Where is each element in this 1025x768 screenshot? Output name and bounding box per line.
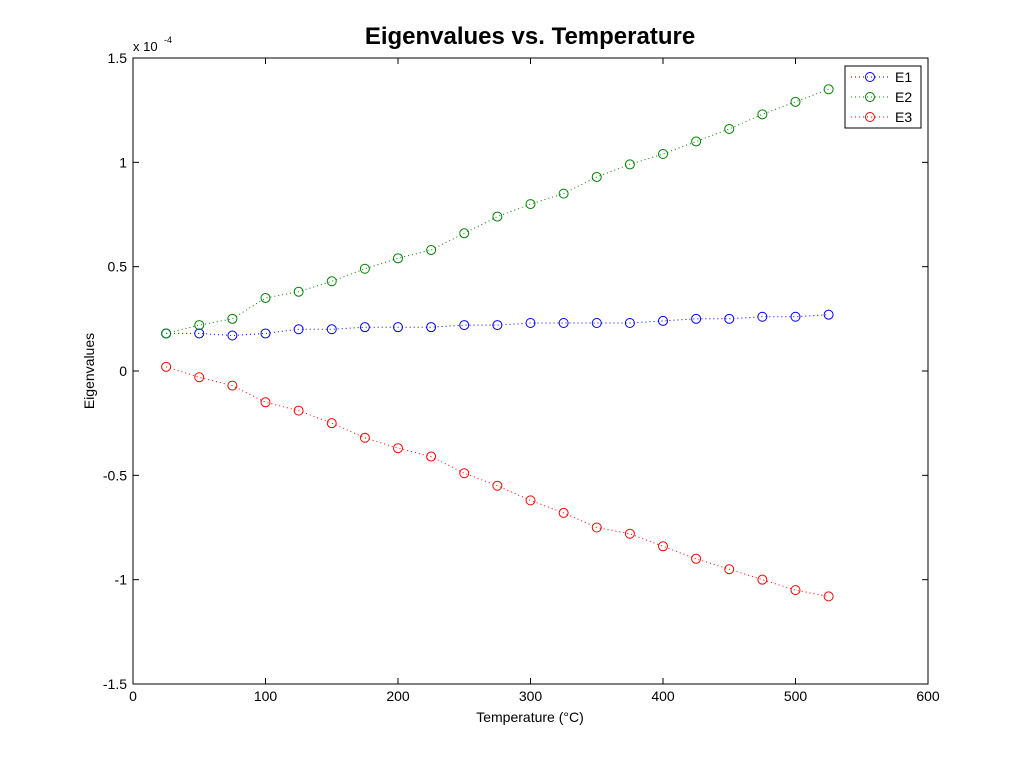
x-axis-label: Temperature (°C) [476, 709, 584, 725]
data-point [426, 322, 437, 333]
data-point [591, 522, 602, 533]
data-point [227, 313, 238, 324]
data-point [691, 553, 702, 564]
legend-marker [865, 92, 875, 102]
series-e2 [161, 84, 834, 339]
data-point [293, 324, 304, 335]
data-point [260, 328, 271, 339]
x-tick-label: 500 [784, 688, 808, 704]
data-point [691, 136, 702, 147]
data-point [591, 171, 602, 182]
series-line-e3 [165, 366, 829, 597]
legend: E1 E2 E3 [844, 65, 922, 129]
data-point [492, 320, 503, 331]
y-exponent-base: x 10 [133, 39, 158, 54]
data-point [823, 309, 834, 320]
data-point [426, 244, 437, 255]
x-tick-label: 400 [651, 688, 675, 704]
y-tick-label: -0.5 [103, 467, 127, 483]
data-point [724, 313, 735, 324]
data-point [790, 311, 801, 322]
data-point [823, 84, 834, 95]
y-tick-label: -1 [115, 572, 128, 588]
data-point [790, 585, 801, 596]
data-point [591, 318, 602, 329]
data-point [194, 372, 205, 383]
legend-marker [865, 72, 875, 82]
x-tick-label: 300 [519, 688, 543, 704]
data-point [194, 328, 205, 339]
data-point [658, 148, 668, 159]
data-point [393, 443, 403, 454]
data-point [558, 318, 569, 329]
chart-title: Eigenvalues vs. Temperature [365, 23, 695, 50]
data-point [558, 188, 569, 199]
y-tick-label: -1.5 [103, 676, 127, 692]
data-point [558, 507, 569, 518]
data-point [492, 211, 503, 222]
x-tick-label: 600 [916, 688, 940, 704]
data-point [757, 574, 768, 585]
data-point [426, 451, 437, 462]
y-exponent-power: -4 [164, 35, 172, 45]
data-point [326, 276, 337, 287]
x-tick-label: 200 [386, 688, 410, 704]
legend-entry: E3 [895, 109, 912, 125]
data-point [624, 318, 635, 329]
y-axis-label: Eigenvalues [81, 333, 97, 409]
data-point [459, 468, 470, 479]
data-point [393, 253, 403, 264]
data-point [359, 432, 370, 443]
y-tick-label: 1 [119, 154, 127, 170]
data-point [757, 109, 768, 120]
legend-marker [865, 112, 875, 122]
y-tick-label: 0 [119, 363, 127, 379]
data-point [624, 528, 635, 539]
data-point [260, 397, 271, 408]
data-point [757, 311, 768, 322]
data-point [525, 318, 536, 329]
data-point [393, 322, 403, 333]
data-point [658, 541, 668, 552]
data-point [161, 361, 172, 372]
axes-box [132, 57, 929, 685]
data-point [624, 159, 635, 170]
x-tick-label: 0 [129, 688, 137, 704]
series-e1 [161, 309, 834, 341]
series-line-e1 [166, 314, 829, 337]
y-axis-exponent: x 10 -4 [133, 35, 172, 54]
y-tick-label: 1.5 [108, 50, 128, 66]
data-point [293, 286, 304, 297]
data-point [326, 418, 337, 429]
y-tick-label: 0.5 [108, 259, 128, 275]
data-point [161, 328, 172, 339]
series-e3 [161, 361, 834, 602]
data-point [459, 228, 470, 239]
data-point [227, 330, 238, 341]
data-point [658, 315, 668, 326]
series-layer [161, 84, 834, 602]
data-point [691, 313, 702, 324]
data-point [227, 380, 238, 391]
ticks: 0 100 200 300 400 500 600 -1.5 -1 -0.5 0 0.5 1 1.5 [103, 50, 940, 704]
data-point [724, 564, 735, 575]
data-point [525, 199, 536, 210]
data-point [293, 405, 304, 416]
data-point [359, 263, 370, 274]
plot-area [132, 57, 929, 685]
data-point [326, 324, 337, 335]
legend-entry: E2 [895, 89, 912, 105]
data-point [492, 480, 503, 491]
x-tick-label: 100 [254, 688, 278, 704]
data-point [260, 292, 271, 303]
data-point [459, 320, 470, 331]
data-point [823, 591, 834, 602]
data-point [790, 96, 801, 107]
data-point [359, 322, 370, 333]
legend-entry: E1 [895, 69, 912, 85]
data-point [724, 123, 735, 134]
data-point [525, 495, 536, 506]
data-point [194, 320, 205, 331]
